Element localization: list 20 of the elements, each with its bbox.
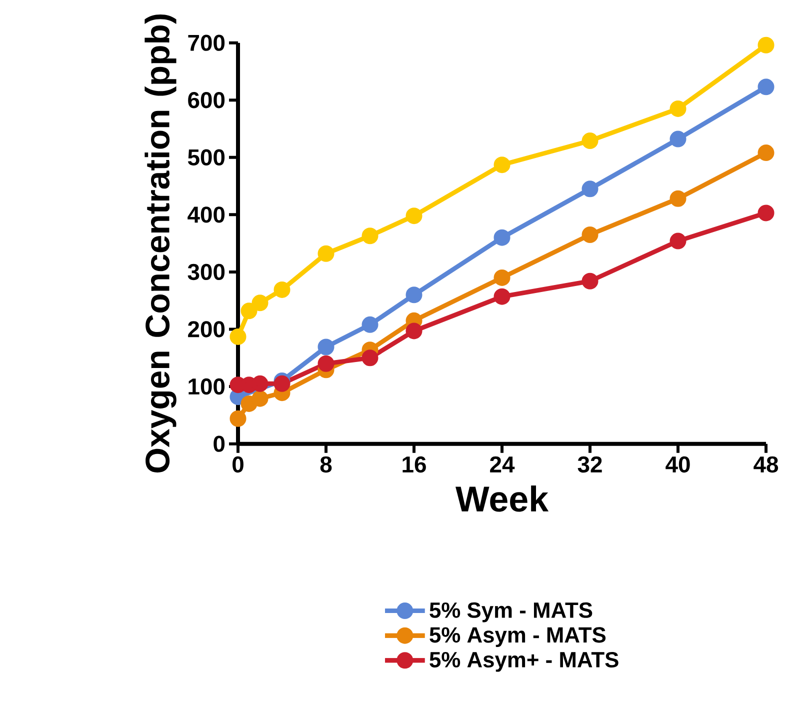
x-tick-label: 8 [320,456,332,473]
y-axis-title: Oxygen Concentration (ppb) [144,14,176,473]
x-tick-label: 16 [402,456,426,473]
x-tick-label: 48 [754,456,778,473]
legend-label: 5% Asym - MATS [430,627,606,648]
y-tick-label: 400 [188,206,225,223]
x-tick-label: 0 [232,456,244,473]
y-tick-label: 500 [188,149,225,166]
y-tick-label: 700 [188,34,225,52]
x-axis-title: Week [456,486,549,512]
legend-label: 5% Asym+ - MATS [430,652,618,672]
y-tick-label: 100 [188,378,225,395]
x-tick-label: 40 [666,456,690,473]
y-tick-label: 300 [188,264,225,280]
y-tick-label: 200 [188,321,225,338]
x-tick-label: 24 [490,456,515,472]
x-tick-label: 32 [578,456,602,473]
legend-label: 5% Sym - MATS [430,602,592,622]
y-tick-label: 600 [188,92,225,108]
y-tick-label: 0 [214,436,225,452]
